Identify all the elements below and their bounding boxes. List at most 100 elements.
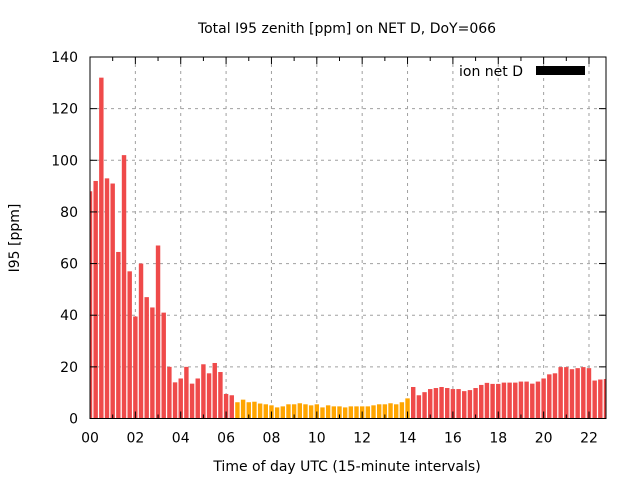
bar	[218, 372, 223, 419]
y-tick-label: 80	[60, 205, 78, 221]
bar	[484, 382, 490, 419]
bar	[490, 383, 495, 419]
bar	[286, 404, 291, 419]
x-tick-label: 06	[217, 431, 235, 447]
bar	[189, 383, 195, 419]
bar	[428, 389, 433, 419]
bar	[161, 312, 166, 419]
x-tick-label: 14	[399, 431, 417, 447]
bar	[552, 373, 558, 419]
bar	[433, 388, 439, 419]
bar	[280, 406, 286, 419]
bar	[586, 368, 592, 419]
bar	[150, 307, 155, 419]
bar	[172, 382, 178, 419]
bar	[178, 378, 183, 419]
bar	[90, 191, 93, 419]
y-tick-label: 120	[51, 102, 78, 118]
x-tick-label: 10	[308, 431, 326, 447]
x-tick-label: 20	[535, 431, 553, 447]
x-tick-label: 16	[444, 431, 462, 447]
bar	[473, 388, 478, 419]
bar	[513, 382, 518, 419]
bar	[342, 407, 348, 419]
bar	[138, 263, 144, 419]
bar	[246, 402, 251, 419]
bar	[263, 404, 268, 419]
bar	[547, 374, 552, 419]
bar	[365, 406, 371, 419]
bar	[530, 383, 535, 419]
bar	[252, 401, 257, 419]
x-axis-label: Time of day UTC (15-minute intervals)	[212, 459, 480, 475]
bar	[257, 403, 263, 419]
bar	[376, 404, 382, 419]
bar	[235, 402, 240, 419]
x-tick-label: 22	[580, 431, 598, 447]
bar	[348, 406, 354, 419]
bar	[116, 251, 121, 419]
bar	[184, 366, 189, 419]
y-tick-label: 140	[51, 50, 78, 66]
bar	[501, 382, 507, 419]
bars	[90, 77, 606, 419]
bar	[592, 380, 597, 419]
bar	[212, 362, 217, 419]
axis-ticks	[89, 56, 606, 419]
bar	[581, 367, 586, 419]
bar	[110, 183, 115, 419]
bar	[405, 398, 410, 419]
plot-frame	[89, 56, 607, 419]
bar	[399, 402, 405, 419]
bar	[445, 388, 450, 419]
x-tick-label: 04	[172, 431, 190, 447]
y-tick-label: 100	[51, 153, 78, 169]
bar	[479, 384, 484, 419]
bar	[325, 405, 331, 419]
bar	[518, 381, 524, 419]
bar	[206, 373, 212, 419]
bar	[223, 393, 229, 419]
bar	[320, 407, 325, 419]
y-tick-label: 0	[69, 412, 78, 428]
x-tick-label: 00	[81, 431, 99, 447]
bar	[575, 368, 580, 419]
bar	[201, 364, 206, 419]
bar	[93, 180, 98, 419]
y-tick-label: 40	[60, 308, 78, 324]
bar	[569, 369, 575, 419]
bar	[331, 406, 337, 419]
bar	[439, 386, 444, 419]
bar	[456, 389, 461, 419]
bar	[195, 378, 200, 419]
bar	[393, 404, 399, 419]
bar	[297, 403, 303, 419]
bar	[410, 386, 416, 419]
x-tick-labels: 00 02 04 06 08 10 12 14 16 18 20 22	[81, 431, 598, 447]
bar	[240, 399, 246, 419]
bar	[541, 378, 546, 419]
y-tick-label: 20	[60, 360, 78, 376]
legend-label: ion net D	[459, 64, 523, 80]
bar	[354, 406, 359, 419]
bar	[291, 404, 297, 419]
bar	[467, 390, 473, 419]
x-tick-label: 18	[489, 431, 507, 447]
bar	[507, 382, 512, 419]
chart-title: Total I95 zenith [ppm] on NET D, DoY=066	[197, 21, 496, 37]
x-tick-label: 12	[353, 431, 371, 447]
bar	[308, 405, 314, 419]
bar	[382, 404, 388, 419]
bar	[144, 297, 149, 419]
bar	[388, 403, 393, 419]
legend: ion net D	[459, 64, 585, 80]
bar	[598, 379, 603, 419]
x-tick-label: 02	[126, 431, 144, 447]
bar	[337, 406, 342, 419]
legend-swatch	[536, 66, 585, 75]
bar	[496, 383, 501, 419]
bar	[121, 155, 127, 419]
bar	[229, 395, 234, 419]
y-tick-labels: 0 20 40 60 80 100 120 140	[51, 50, 78, 428]
